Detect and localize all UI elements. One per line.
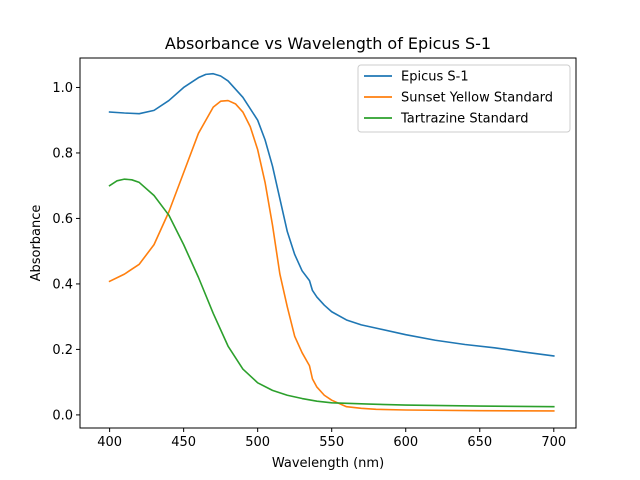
y-axis-ticks: 0.0 0.2 0.4 0.6 0.8 1.0 <box>52 81 80 423</box>
series-line <box>108 99 555 412</box>
y-tick-label: 0.6 <box>52 212 73 227</box>
x-tick-label: 450 <box>171 435 196 450</box>
x-tick-label: 500 <box>245 435 270 450</box>
x-axis-label: Wavelength (nm) <box>272 456 384 471</box>
legend-entry-label: Tartrazine Standard <box>400 112 528 127</box>
series-lines <box>108 72 555 412</box>
legend-entry-label: Epicus S-1 <box>401 70 469 85</box>
plot-frame <box>79 57 577 429</box>
series-line <box>108 178 555 408</box>
y-tick-label: 0.4 <box>52 277 73 292</box>
x-tick-label: 650 <box>467 435 492 450</box>
y-tick-label: 1.0 <box>52 81 73 96</box>
legend-entry-label: Sunset Yellow Standard <box>401 91 553 106</box>
legend-box <box>357 64 571 133</box>
x-axis-ticks: 400 450 500 550 600 650 700 <box>97 428 566 450</box>
y-tick-label: 0.2 <box>52 343 73 358</box>
x-tick-label: 600 <box>393 435 418 450</box>
y-tick-label: 0.0 <box>52 408 73 423</box>
y-axis-label: Absorbance <box>29 205 44 282</box>
chart-title: Absorbance vs Wavelength of Epicus S-1 <box>165 34 491 53</box>
x-tick-label: 700 <box>541 435 566 450</box>
y-tick-label: 0.8 <box>52 146 73 161</box>
series-line <box>108 72 555 357</box>
legend: Epicus S-1 Sunset Yellow Standard Tartrazi… <box>357 64 571 133</box>
x-tick-label: 400 <box>97 435 122 450</box>
x-tick-label: 550 <box>319 435 344 450</box>
